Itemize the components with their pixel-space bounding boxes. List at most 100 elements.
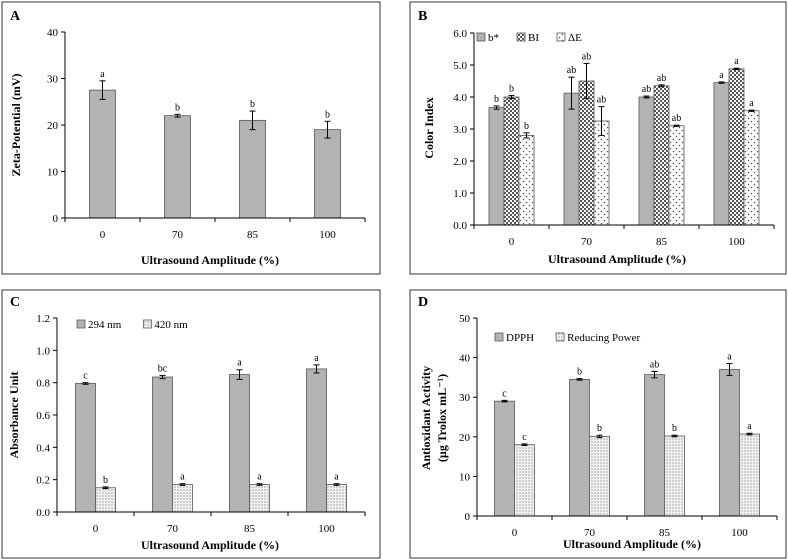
y-tick-label: 4.0 xyxy=(453,92,467,104)
significance-letter: ab xyxy=(672,113,681,124)
bar xyxy=(95,487,116,513)
legend-swatch xyxy=(76,319,86,329)
bar xyxy=(314,129,341,219)
y-tick-label: 1.0 xyxy=(453,188,467,200)
significance-letter: ab xyxy=(650,359,659,370)
bar xyxy=(719,369,740,517)
significance-letter: a xyxy=(734,56,739,67)
significance-letter: a xyxy=(180,472,185,483)
x-tick-label: 0 xyxy=(512,527,518,539)
bar xyxy=(518,134,535,226)
panel-d-plot: 0 10 20 30 40 50 c b ab a c b b a 0 70 85 100 xyxy=(459,313,778,539)
x-tick-label: 100 xyxy=(731,527,748,539)
bar xyxy=(739,433,760,517)
legend-swatch xyxy=(142,319,152,329)
y-tick-label: 20 xyxy=(459,432,471,444)
y-tick-label: 2.0 xyxy=(453,156,467,168)
bar xyxy=(164,115,191,219)
panel-d-xlabel: Ultrasound Amplitude (%) xyxy=(563,537,701,551)
significance-letter: ab xyxy=(642,84,651,95)
bar xyxy=(653,85,670,226)
panel-c-legend: 294 nm 420 nm xyxy=(76,319,188,331)
bar xyxy=(743,110,760,226)
panel-a-ylabel: Zeta-Potential (mV) xyxy=(9,74,23,177)
y-tick-label: 0.0 xyxy=(453,220,467,232)
x-tick-label: 100 xyxy=(728,236,745,248)
y-tick-label: 5.0 xyxy=(453,60,467,72)
y-tick-label: 10 xyxy=(47,167,59,179)
bar xyxy=(249,484,270,513)
panel-b-plot: 0.01.02.03.04.05.06.0bababababababababa0… xyxy=(453,28,775,248)
significance-letter: a xyxy=(749,98,754,109)
y-tick-label: 3.0 xyxy=(453,124,467,136)
bar xyxy=(503,96,520,226)
significance-letter: b xyxy=(250,99,255,110)
significance-letter: a xyxy=(237,358,242,369)
x-tick-label: 85 xyxy=(244,523,256,535)
panel-d-ylabel: Antioxidant Activity xyxy=(419,366,433,470)
y-tick-label: 0.2 xyxy=(36,475,50,487)
bar xyxy=(75,383,96,513)
bar xyxy=(638,96,655,226)
y-tick-label: 6.0 xyxy=(453,28,467,40)
y-tick-label: 40 xyxy=(47,27,59,39)
significance-letter: b xyxy=(494,94,499,105)
significance-letter: b xyxy=(325,109,330,120)
panel-c-xlabel: Ultrasound Amplitude (%) xyxy=(141,538,279,552)
x-tick-label: 70 xyxy=(172,229,184,241)
bar xyxy=(644,374,665,517)
x-tick-label: 85 xyxy=(656,236,668,248)
bar xyxy=(664,435,685,517)
panel-a-plot: 0 10 20 30 40 a b b b 0 70 85 100 xyxy=(47,27,366,241)
bar xyxy=(589,436,610,517)
panel-d-legend: DPPH Reducing Power xyxy=(494,332,640,344)
bar xyxy=(713,82,730,226)
panel-c-frame xyxy=(1,289,381,559)
bar xyxy=(306,368,327,513)
significance-letter: b xyxy=(597,423,602,434)
bar xyxy=(728,68,745,226)
panel-a: A Zeta-Potential (mV) Ultrasound Amplitu… xyxy=(1,1,381,275)
legend-label: b* xyxy=(488,32,499,44)
bar xyxy=(89,89,116,219)
significance-letter: b xyxy=(175,102,180,113)
bar xyxy=(326,484,347,513)
x-tick-label: 100 xyxy=(318,523,335,535)
y-tick-label: 0 xyxy=(53,213,59,225)
panel-c-plot: 0.0 0.2 0.4 0.6 0.8 1.0 1.2 c bc a a b a a a 0 70 85 100 xyxy=(36,313,366,535)
x-tick-label: 85 xyxy=(659,527,671,539)
panel-b-label: B xyxy=(418,9,427,24)
x-tick-label: 0 xyxy=(100,229,106,241)
panel-b-frame xyxy=(409,1,787,275)
y-tick-label: 1.0 xyxy=(36,345,50,357)
significance-letter: ab xyxy=(657,73,666,84)
significance-letter: a xyxy=(100,69,105,80)
bar xyxy=(593,120,610,226)
significance-letter: ab xyxy=(597,95,606,106)
bar xyxy=(488,107,505,226)
legend-label: 420 nm xyxy=(154,319,188,331)
y-tick-label: 30 xyxy=(459,392,471,404)
x-tick-label: 0 xyxy=(509,236,515,248)
x-tick-label: 100 xyxy=(319,229,336,241)
significance-letter: a xyxy=(314,353,319,364)
significance-letter: b xyxy=(577,367,582,378)
bar xyxy=(172,484,193,513)
significance-letter: b xyxy=(672,423,677,434)
bar xyxy=(239,119,266,219)
panel-a-label: A xyxy=(10,9,21,24)
legend-label: Reducing Power xyxy=(567,332,640,344)
significance-letter: a xyxy=(747,421,752,432)
legend-swatch xyxy=(555,332,565,342)
significance-letter: c xyxy=(83,371,88,382)
panel-a-xlabel: Ultrasound Amplitude (%) xyxy=(141,253,279,267)
y-tick-label: 10 xyxy=(459,471,471,483)
panel-d-ylabel-units: (µg Trolox mL⁻¹) xyxy=(435,374,449,462)
panel-b: B Color Index Ultrasound Amplitude (%) b… xyxy=(409,1,787,275)
y-tick-label: 40 xyxy=(459,353,471,365)
y-tick-label: 0.6 xyxy=(36,410,50,422)
x-tick-label: 70 xyxy=(581,236,593,248)
y-tick-label: 0.8 xyxy=(36,378,50,390)
bar xyxy=(569,378,590,517)
